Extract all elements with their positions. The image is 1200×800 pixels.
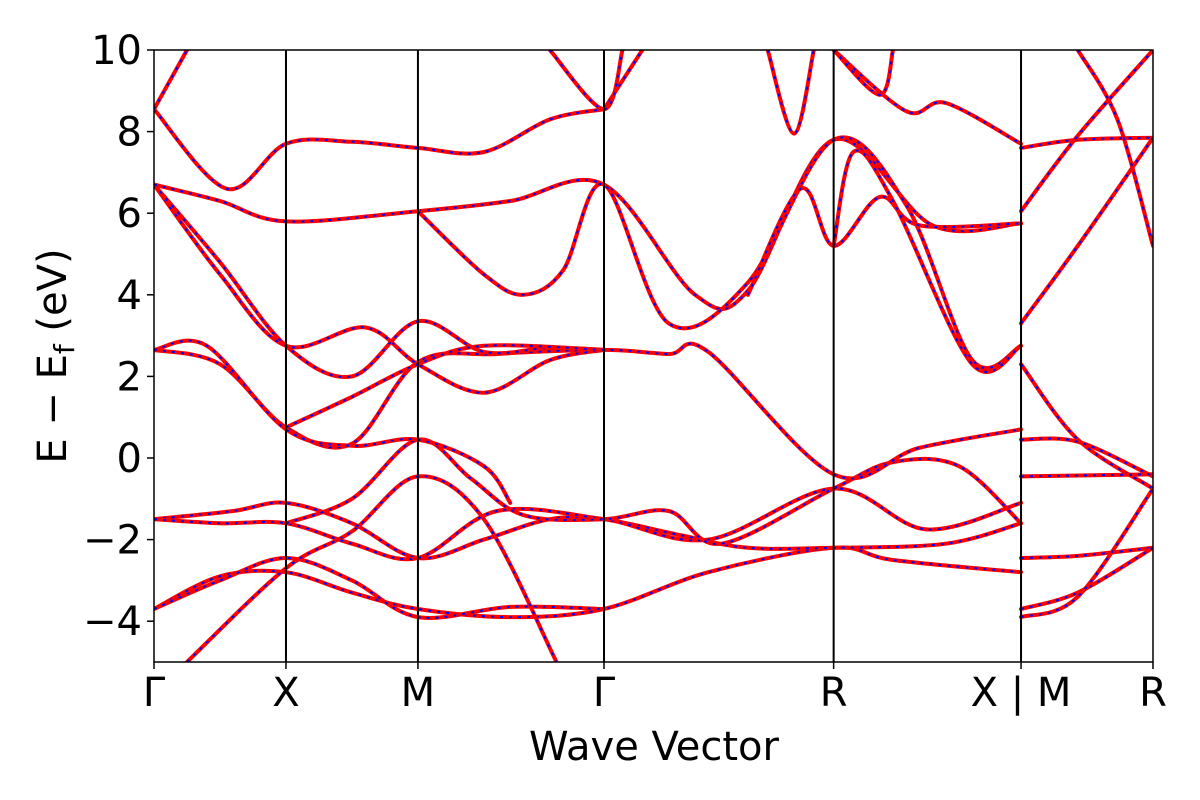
band-line-2: [154, 556, 606, 620]
band-line-12-overlay: [154, 137, 1022, 310]
band-line-5-overlay: [154, 487, 1022, 561]
band-line-23: [1019, 135, 1153, 150]
band-lines: [154, 50, 1153, 662]
y-tick-label: −4: [83, 599, 142, 645]
band-line-14: [154, 107, 606, 192]
band-line-28-overlay: [1020, 473, 1153, 478]
plot-frame: [153, 49, 1154, 663]
y-axis-title-main: E − E: [30, 354, 76, 464]
band-line-7: [154, 341, 1023, 481]
band-line-12: [154, 136, 1023, 311]
band-line-18: [765, 50, 816, 136]
y-tick-label: −2: [83, 518, 142, 564]
band-line-25-overlay: [1020, 137, 1153, 324]
band-line-20: [831, 50, 1023, 146]
y-tick-label: 0: [117, 436, 142, 482]
band-line-22-overlay: [832, 50, 894, 96]
x-tick-label: X | M: [971, 670, 1072, 716]
x-tick-label: R: [1139, 670, 1167, 716]
y-tick-label: 6: [117, 191, 142, 237]
band-line-4-overlay: [154, 501, 1022, 560]
band-line-32: [1075, 50, 1153, 248]
y-tick-label: 10: [91, 28, 142, 74]
x-tick-label: Γ: [143, 670, 166, 716]
band-line-2-overlay: [154, 556, 605, 619]
band-line-10-overlay: [154, 183, 605, 379]
band-line-19-overlay: [747, 187, 1022, 296]
x-tick-label: R: [820, 670, 848, 716]
band-line-21-overlay: [832, 149, 1022, 373]
band-line-7-overlay: [154, 342, 1022, 480]
y-axis-title-subscript: f: [48, 343, 81, 354]
band-line-14-overlay: [154, 108, 605, 191]
band-line-6-overlay: [285, 438, 1022, 545]
x-tick-label: M: [401, 670, 436, 716]
y-axis-title-unit: (eV): [30, 248, 76, 344]
high-symmetry-lines: [284, 50, 1023, 662]
y-tick-label: 8: [117, 110, 142, 156]
band-line-20-overlay: [832, 50, 1022, 145]
y-tick-label: 4: [117, 273, 142, 319]
band-line-32-overlay: [1076, 50, 1153, 247]
x-tick-label: X: [272, 670, 299, 716]
band-line-13: [415, 135, 1023, 370]
band-line-31-overlay: [1020, 488, 1153, 619]
y-axis: 10 8 6 4 2 0 −2 −4: [83, 28, 154, 645]
x-axis: Γ X M Γ R X | M R: [143, 662, 1167, 716]
band-line-27: [1019, 436, 1153, 479]
x-tick-label: Γ: [593, 670, 616, 716]
band-line-4: [154, 500, 1023, 561]
band-line-26: [1019, 362, 1153, 491]
band-line-9: [154, 182, 606, 395]
band-line-29-overlay: [1020, 546, 1153, 559]
band-line-26-overlay: [1020, 363, 1153, 490]
band-line-8: [154, 338, 513, 505]
x-axis-title: Wave Vector: [529, 724, 780, 770]
band-line-16-overlay: [603, 50, 644, 110]
band-line-29: [1019, 545, 1153, 560]
band-line-24: [1019, 50, 1153, 214]
band-line-3: [185, 474, 559, 662]
band-line-21: [831, 148, 1023, 374]
band-line-19: [745, 186, 1023, 297]
band-line-8-overlay: [154, 339, 512, 504]
y-axis-title: E − Ef (eV): [30, 248, 81, 463]
band-line-17: [547, 50, 625, 112]
y-tick-label: 2: [117, 354, 142, 400]
band-line-13-overlay: [417, 136, 1022, 370]
band-line-1-overlay: [154, 546, 1022, 619]
band-line-30-overlay: [1020, 546, 1153, 610]
band-line-15-overlay: [154, 50, 188, 110]
band-line-31: [1019, 486, 1153, 620]
